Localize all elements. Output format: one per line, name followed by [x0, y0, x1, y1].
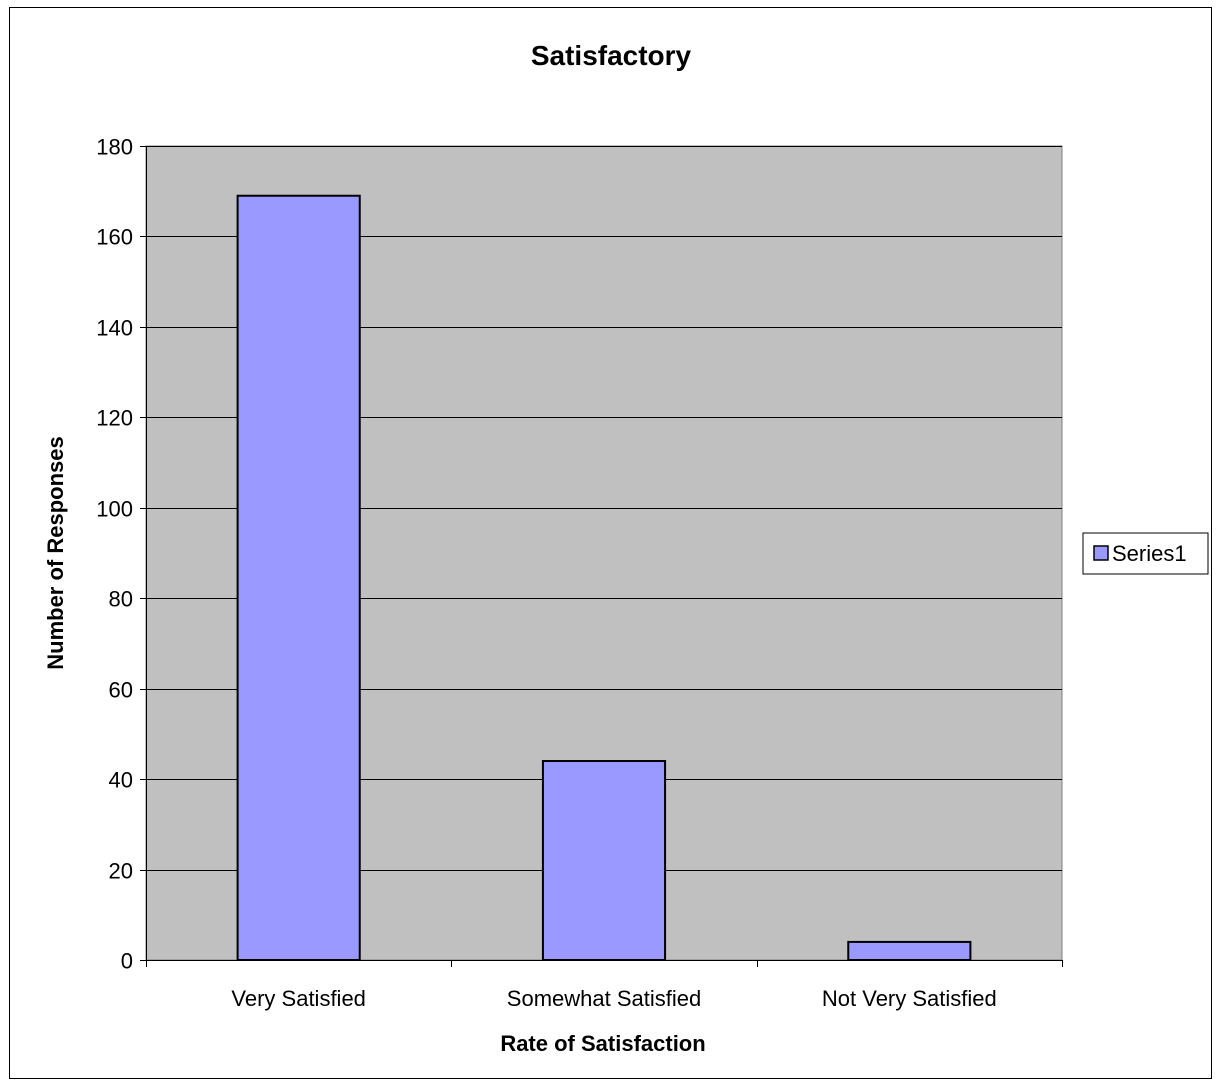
- x-axis: Very Satisfied Somewhat Satisfied Not Very…: [146, 960, 1063, 1011]
- x-axis-title: Rate of Satisfaction: [500, 1031, 705, 1056]
- y-tick-label: 100: [96, 497, 133, 522]
- bars: [236, 194, 972, 962]
- y-tick-label: 40: [109, 768, 133, 793]
- y-tick-label: 60: [109, 678, 133, 703]
- y-axis: 0 20 40 60 80 100 120 140 160 180: [96, 135, 147, 974]
- y-tick-label: 20: [109, 859, 133, 884]
- chart-title: Satisfactory: [531, 40, 692, 71]
- x-tick-label: Somewhat Satisfied: [507, 986, 701, 1011]
- legend: Series1: [1082, 532, 1209, 575]
- bar-somewhat-satisfied: [541, 760, 667, 961]
- x-tick-label: Not Very Satisfied: [822, 986, 997, 1011]
- legend-label-series1: Series1: [1112, 541, 1187, 566]
- bar-very-satisfied: [236, 194, 361, 961]
- y-tick-label: 160: [96, 225, 133, 250]
- y-tick-label: 0: [121, 949, 133, 974]
- legend-swatch: [1093, 545, 1109, 561]
- x-tick-label: Very Satisfied: [231, 986, 366, 1011]
- y-tick-label: 140: [96, 316, 133, 341]
- y-tick-label: 180: [96, 135, 133, 160]
- y-tick-label: 120: [96, 406, 133, 431]
- y-axis-title: Number of Responses: [43, 436, 68, 670]
- bar-not-very-satisfied: [847, 940, 972, 962]
- y-tick-label: 80: [109, 587, 133, 612]
